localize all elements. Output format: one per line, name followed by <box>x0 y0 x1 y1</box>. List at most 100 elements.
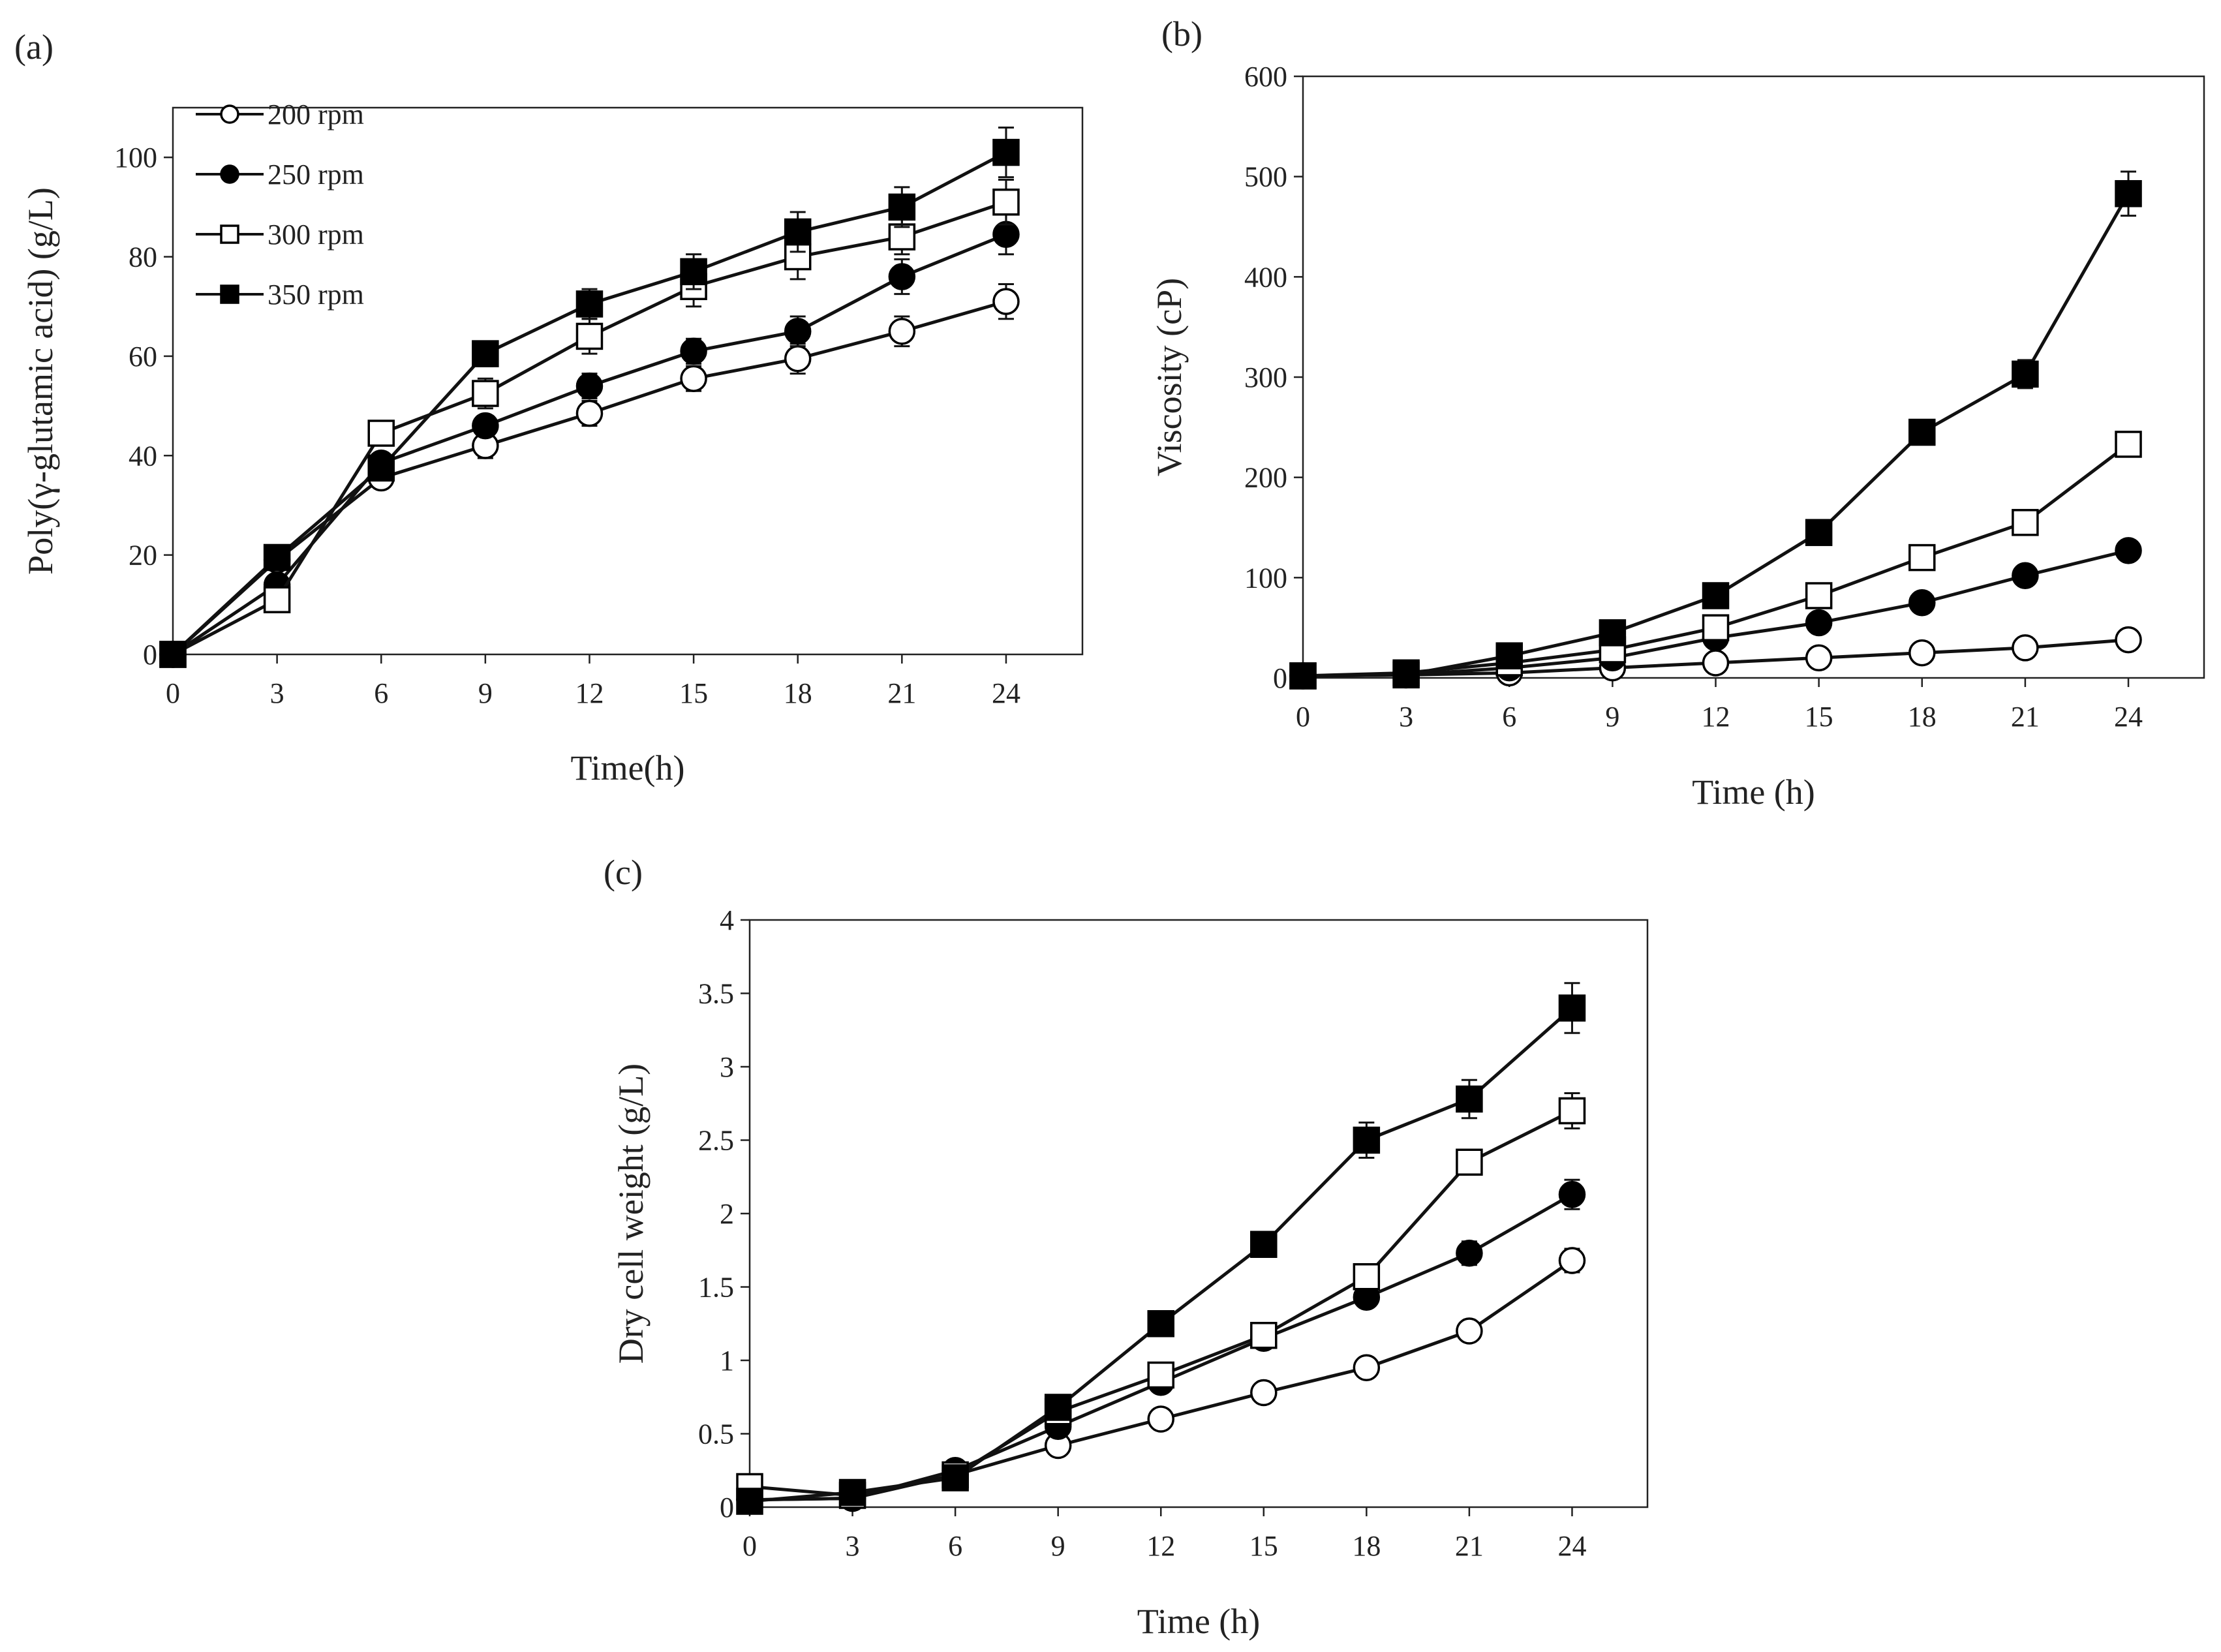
data-point <box>1250 1231 1278 1258</box>
x-tick-label: 24 <box>992 677 1020 709</box>
y-tick-label: 4 <box>720 904 734 936</box>
x-tick-label: 6 <box>1502 701 1516 733</box>
x-tick-label: 9 <box>1051 1530 1065 1562</box>
data-point <box>1908 589 1936 617</box>
data-point <box>472 340 499 367</box>
data-point <box>1495 642 1524 669</box>
data-point <box>888 318 916 345</box>
legend-marker <box>220 104 239 124</box>
y-tick-label: 2.5 <box>698 1125 734 1157</box>
data-point <box>838 1478 866 1507</box>
data-point <box>1392 661 1420 689</box>
data-point <box>784 318 812 345</box>
x-tick-label: 0 <box>1296 701 1310 733</box>
data-point <box>2012 634 2039 662</box>
x-axis-label: Time (h) <box>1692 772 1815 812</box>
x-tick-label: 9 <box>1605 701 1619 733</box>
data-point <box>1456 1317 1483 1345</box>
data-point <box>1353 1263 1381 1291</box>
x-tick-label: 24 <box>1557 1530 1586 1562</box>
data-point <box>2012 360 2039 388</box>
data-point <box>784 218 812 246</box>
data-point <box>575 372 604 400</box>
x-tick-label: 21 <box>887 677 916 709</box>
y-axis-label: Poly(γ-glutamic acid) (g/L) <box>21 187 60 575</box>
data-point <box>1353 1126 1381 1154</box>
data-point <box>575 399 604 427</box>
data-point <box>2115 431 2142 458</box>
series-350-rpm <box>1289 170 2142 690</box>
y-tick-label: 0.5 <box>698 1418 734 1450</box>
data-point <box>1558 1181 1586 1208</box>
y-tick-label: 600 <box>1244 61 1287 93</box>
data-point <box>2012 509 2039 536</box>
x-tick-label: 15 <box>1805 701 1833 733</box>
series-300-rpm <box>736 1092 1586 1509</box>
data-point <box>1702 582 1730 609</box>
data-point <box>1250 1379 1278 1407</box>
data-point <box>2115 180 2142 207</box>
panel-c: 0 0.5 1 1.5 2 2.5 3 3.5 4 0 3 6 9 12 15 18 21 24 Time (h) D… <box>604 853 1649 1641</box>
data-point <box>1353 1354 1381 1381</box>
x-axis-label: Time (h) <box>1137 1602 1261 1641</box>
x-tick-label: 0 <box>166 677 180 709</box>
data-point <box>992 138 1020 166</box>
y-tick-label: 0 <box>1273 662 1287 694</box>
y-tick-label: 100 <box>1244 562 1287 594</box>
data-point <box>736 1488 763 1515</box>
legend-marker <box>220 284 239 304</box>
data-point <box>680 258 707 286</box>
series-line <box>749 1193 1573 1502</box>
x-tick-label: 24 <box>2114 701 2143 733</box>
data-point <box>1805 582 1833 609</box>
data-point <box>1599 619 1627 647</box>
data-point <box>1147 1361 1174 1389</box>
series-250-rpm <box>736 1178 1586 1514</box>
y-tick-label: 300 <box>1244 361 1287 393</box>
data-point <box>1702 614 1730 641</box>
y-tick-label: 200 <box>1244 462 1287 494</box>
data-point <box>1558 994 1586 1022</box>
data-point <box>1908 639 1936 667</box>
data-point <box>992 188 1020 216</box>
data-point <box>1289 662 1317 690</box>
data-point <box>472 412 499 440</box>
data-point <box>1044 1394 1072 1421</box>
panel-label: (a) <box>14 27 54 67</box>
x-tick-label: 12 <box>575 677 604 709</box>
data-point <box>1147 1405 1174 1433</box>
data-point <box>680 337 707 365</box>
x-tick-label: 15 <box>1249 1530 1278 1562</box>
series-350-rpm <box>159 126 1020 668</box>
x-tick-label: 3 <box>846 1530 860 1562</box>
x-tick-label: 15 <box>679 677 708 709</box>
x-tick-label: 12 <box>1146 1530 1175 1562</box>
y-tick-label: 3 <box>720 1051 734 1083</box>
data-point <box>1456 1148 1483 1176</box>
x-axis-label: Time(h) <box>570 748 684 788</box>
y-tick-label: 1 <box>720 1345 734 1377</box>
x-tick-label: 12 <box>1702 701 1730 733</box>
y-tick-label: 0 <box>143 639 157 671</box>
panel-label: (c) <box>604 853 643 892</box>
y-tick-label: 1.5 <box>698 1272 734 1304</box>
data-point <box>1805 609 1833 637</box>
data-point <box>472 380 499 407</box>
y-tick-label: 2 <box>720 1198 734 1230</box>
y-tick-label: 500 <box>1244 161 1287 193</box>
data-point <box>159 641 187 668</box>
y-tick-label: 60 <box>129 341 157 373</box>
x-tick-label: 18 <box>1352 1530 1381 1562</box>
x-tick-label: 21 <box>1455 1530 1484 1562</box>
y-tick-label: 400 <box>1244 261 1287 293</box>
data-point <box>888 263 916 290</box>
data-point <box>680 365 707 392</box>
data-point <box>1456 1085 1483 1113</box>
y-tick-label: 80 <box>129 241 157 273</box>
panel-a: 0 20 40 60 80 100 0 3 6 9 12 15 18 21 24 Time(h) Poly(γ-… <box>14 27 1084 788</box>
y-tick-label: 3.5 <box>698 978 734 1010</box>
data-point <box>367 454 395 482</box>
series-line <box>172 200 1007 656</box>
data-point <box>1908 543 1936 572</box>
